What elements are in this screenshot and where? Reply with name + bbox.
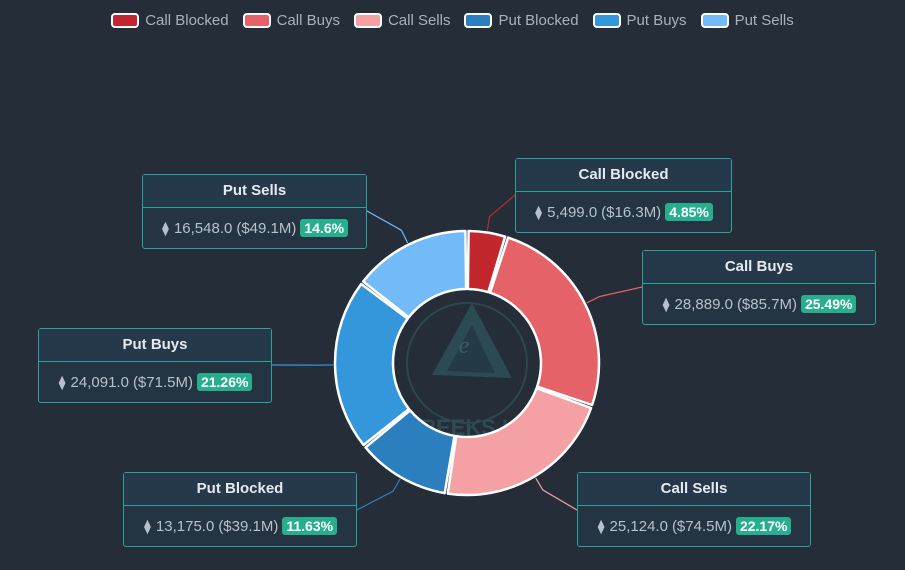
svg-text:e: e xyxy=(459,333,470,359)
legend-swatch xyxy=(242,13,271,28)
slice-percent-badge: 25.49% xyxy=(800,295,857,313)
legend-label: Call Blocked xyxy=(145,12,229,29)
leader-line xyxy=(486,194,516,231)
leader-line xyxy=(366,210,409,244)
slice-percent-badge: 21.26% xyxy=(196,373,253,391)
slice-usd-value: ($39.1M) xyxy=(218,517,279,535)
slice-value: 28,889.0 xyxy=(674,295,733,313)
slice-value: 25,124.0 xyxy=(609,517,668,535)
slice-label-title: Put Buys xyxy=(39,329,271,362)
leader-line xyxy=(586,286,643,304)
pie-slice-call-sells[interactable] xyxy=(446,386,593,497)
slice-label-body: ⧫ 25,124.0 ($74.5M) 22.17% xyxy=(578,506,810,546)
slice-label-body: ⧫ 16,548.0 ($49.1M) 14.6% xyxy=(143,208,366,248)
slice-label-body: ⧫ 24,091.0 ($71.5M) 21.26% xyxy=(39,362,271,402)
legend-item[interactable]: Call Blocked xyxy=(111,12,229,29)
slice-label-box: Call Blocked ⧫ 5,499.0 ($16.3M) 4.85% xyxy=(515,158,732,233)
slice-label-title: Put Blocked xyxy=(124,473,356,506)
legend-item[interactable]: Put Buys xyxy=(592,12,687,29)
legend-item[interactable]: Call Buys xyxy=(242,12,340,29)
legend-item[interactable]: Put Blocked xyxy=(464,12,579,29)
slice-value: 5,499.0 xyxy=(547,203,598,221)
slice-percent-badge: 4.85% xyxy=(665,203,713,221)
pie-slice-call-buys[interactable] xyxy=(488,236,601,407)
slice-label-title: Call Buys xyxy=(643,251,875,284)
slice-value: 16,548.0 xyxy=(173,219,233,237)
slice-percent-badge: 11.63% xyxy=(282,517,338,535)
slice-value: 13,175.0 xyxy=(155,517,215,535)
legend-label: Put Buys xyxy=(626,12,687,29)
legend-label: Call Buys xyxy=(276,12,340,29)
slice-label-body: ⧫ 13,175.0 ($39.1M) 11.63% xyxy=(124,506,356,546)
pie-slice-call-blocked[interactable] xyxy=(466,229,507,294)
slice-label-box: Put Sells ⧫ 16,548.0 ($49.1M) 14.6% xyxy=(142,174,367,249)
slice-percent-badge: 22.17% xyxy=(735,517,792,535)
ethereum-icon: ⧫ xyxy=(535,203,543,220)
legend-swatch xyxy=(353,13,382,28)
slice-label-title: Put Sells xyxy=(143,175,366,208)
ethereum-icon: ⧫ xyxy=(662,295,670,312)
leader-line xyxy=(356,478,401,511)
slice-label-box: Put Buys ⧫ 24,091.0 ($71.5M) 21.26% xyxy=(38,328,272,403)
legend-label: Call Sells xyxy=(387,12,451,29)
legend-swatch xyxy=(592,13,621,28)
pie-slice-put-blocked[interactable] xyxy=(364,409,456,495)
leader-line xyxy=(535,477,578,511)
slice-usd-value: ($71.5M) xyxy=(132,373,193,391)
legend-label: Put Sells xyxy=(734,12,794,29)
legend-swatch xyxy=(464,13,493,28)
slice-label-title: Call Sells xyxy=(578,473,810,506)
pie-slice-put-sells[interactable] xyxy=(361,229,468,319)
legend-item[interactable]: Put Sells xyxy=(700,12,794,29)
legend-item[interactable]: Call Sells xyxy=(353,12,451,29)
slice-label-box: Call Sells ⧫ 25,124.0 ($74.5M) 22.17% xyxy=(577,472,811,547)
slice-usd-value: ($85.7M) xyxy=(736,295,797,313)
pie-slice-put-buys[interactable] xyxy=(333,282,411,447)
ethereum-icon: ⧫ xyxy=(143,517,151,534)
slice-label-box: Put Blocked ⧫ 13,175.0 ($39.1M) 11.63% xyxy=(123,472,357,547)
slice-value: 24,091.0 xyxy=(70,373,129,391)
slice-percent-badge: 14.6% xyxy=(300,219,349,237)
slice-usd-value: ($74.5M) xyxy=(671,517,732,535)
slice-label-title: Call Blocked xyxy=(516,159,731,192)
legend-swatch xyxy=(111,13,140,28)
slice-label-body: ⧫ 28,889.0 ($85.7M) 25.49% xyxy=(643,284,875,324)
legend-swatch xyxy=(700,13,729,28)
ethereum-icon: ⧫ xyxy=(597,517,605,534)
slice-label-box: Call Buys ⧫ 28,889.0 ($85.7M) 25.49% xyxy=(642,250,876,325)
chart-legend: Call Blocked Call Buys Call Sells Put Block… xyxy=(0,12,905,29)
legend-label: Put Blocked xyxy=(498,12,579,29)
ethereum-icon: ⧫ xyxy=(161,219,169,236)
slice-label-body: ⧫ 5,499.0 ($16.3M) 4.85% xyxy=(516,192,731,232)
ethereum-icon: ⧫ xyxy=(58,373,66,390)
slice-usd-value: ($16.3M) xyxy=(601,203,662,221)
slice-usd-value: ($49.1M) xyxy=(236,219,297,237)
